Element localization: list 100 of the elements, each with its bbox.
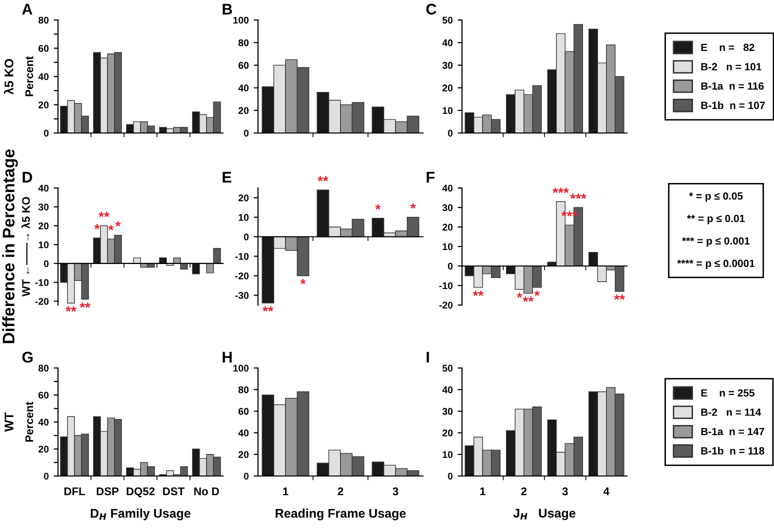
y-tick-label: 50 [442,16,453,24]
text: Difference in Percentage [2,149,18,344]
data-label: ** [318,176,328,182]
legend-label: E n = 255 [701,389,754,397]
y-tick-label: 20 [38,222,49,230]
y-tick-label: 20 [38,101,49,108]
chart-title: F [426,172,434,182]
y-tick-label: 10 [442,243,453,250]
y-tick-label: -20 [35,298,49,305]
y-tick-label: 80 [238,386,249,394]
data-label: ** [80,302,90,308]
y-tick-label: -10 [439,282,453,290]
y-tick-label: 0 [44,260,49,268]
legend-label: B-1a n = 116 [701,82,764,90]
y-tick-label: 40 [238,84,249,92]
text: WT [4,412,14,432]
x-tick-label: 1 [283,488,288,496]
x-tick-label: 4 [603,488,610,496]
y-tick-label: 40 [38,418,49,426]
y-tick-label: 10 [442,107,453,114]
y-tick-label: 20 [442,224,453,231]
y-tick-label: 40 [442,386,453,394]
y-axis-title: Percent [25,56,34,96]
x-tick-label: 1 [480,488,486,496]
data-label: ** [522,296,534,302]
x-tick-label: DFL [64,488,85,496]
x-tick-label: DQ52 [126,487,155,498]
x-tick-label: DSP [96,487,119,496]
y-tick-label: 10 [238,214,249,221]
text: ** = p ≤ 0.01 [686,214,745,224]
y-tick-label: 0 [448,472,453,480]
data-label: * [115,221,121,227]
y-tick-label: -20 [235,272,249,280]
y-tick-label: 100 [233,364,249,372]
x-tick-label: 2 [338,487,344,496]
y-tick-label: 10 [442,451,453,458]
y-tick-label: 30 [38,204,49,211]
data-label: * [534,290,540,296]
chart-title: I [426,352,429,362]
y-tick-label: 0 [448,130,453,137]
data-label: * [94,224,100,230]
x-tick-label: 2 [521,487,527,496]
y-tick-label: 60 [38,44,49,52]
data-label: * [516,292,522,298]
legend-label: B-1b n = 118 [701,446,764,455]
chart-title: G [22,352,33,363]
y-tick-label: 40 [238,430,249,436]
x-tick-label: 3 [392,487,398,496]
y-tick-label: 0 [44,472,49,480]
data-label: ** [614,294,625,300]
chart-title: E [222,172,232,182]
data-label: ** [66,306,76,312]
y-tick-label: 40 [38,184,49,192]
bar [192,263,200,274]
y-tick-label: 50 [442,364,453,372]
text: λ5 KO [4,58,14,95]
text: J$_{H}$ Usage [513,508,576,520]
y-tick-label: 10 [38,241,49,248]
legend-label: E n = 82 [701,44,754,52]
data-label: * [375,204,381,210]
chart-title: A [22,4,32,14]
y-tick-label: 60 [238,62,249,69]
y-tick-label: 80 [38,16,49,24]
y-tick-label: 20 [238,451,249,458]
x-tick-label: DST [163,487,184,496]
y-tick-label: 0 [244,472,249,480]
y-tick-label: 100 [233,16,249,24]
data-label: * [300,279,306,284]
data-label: ** [472,290,484,296]
y-tick-label: 20 [238,107,249,114]
y-tick-label: 0 [244,233,249,240]
y-tick-label: 20 [238,194,249,202]
y-tick-label: 0 [244,130,249,137]
data-label: * [108,225,114,230]
chart-title: H [222,352,232,362]
y-tick-label: 20 [38,446,49,453]
x-axis-title: D$_{H}$ Family Usage [90,508,190,520]
y-tick-label: 30 [442,204,453,212]
y-tick-label: 40 [442,39,453,46]
legend-label: B-2 n = 101 [701,63,762,70]
y-tick-label: 40 [442,184,453,192]
y-tick-label: 30 [442,62,453,69]
data-label: *** [570,194,586,199]
data-label: *** [552,188,569,193]
x-tick-label: No D [194,488,219,496]
y-tick-label: 20 [442,84,453,92]
y-tick-label: 0 [448,262,453,270]
legend-label: B-2 n = 114 [701,408,762,416]
data-label: * [410,203,416,209]
y-tick-label: -30 [235,292,249,299]
legend-label: B-1a n = 147 [701,428,764,436]
text: *** = p ≤ 0.001 [682,237,750,247]
y-tick-label: 0 [44,130,49,137]
text: **** = p ≤ 0.0001 [677,260,755,270]
y-tick-label: 30 [442,408,453,415]
chart-title: D [22,172,32,182]
y-tick-label: -10 [235,252,249,260]
chart-title: B [222,4,232,14]
data-label: ** [98,212,110,218]
legend-label: B-1b n = 107 [701,101,765,110]
